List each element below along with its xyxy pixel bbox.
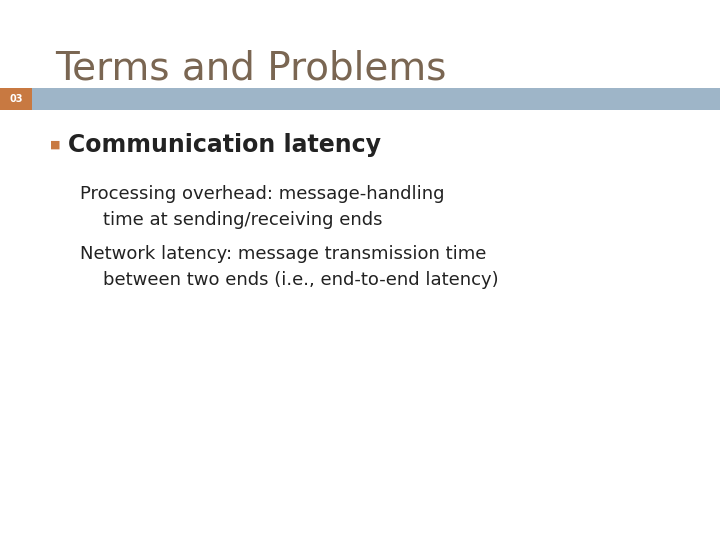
Bar xyxy=(0,88,720,110)
Text: Network latency: message transmission time
    between two ends (i.e., end-to-en: Network latency: message transmission ti… xyxy=(80,245,499,289)
Text: Processing overhead: message-handling
    time at sending/receiving ends: Processing overhead: message-handling ti… xyxy=(80,185,444,230)
Text: Communication latency: Communication latency xyxy=(68,133,381,157)
Bar xyxy=(0,88,32,110)
Text: ■: ■ xyxy=(50,140,60,150)
Text: 03: 03 xyxy=(9,94,23,104)
Text: Terms and Problems: Terms and Problems xyxy=(55,50,446,88)
